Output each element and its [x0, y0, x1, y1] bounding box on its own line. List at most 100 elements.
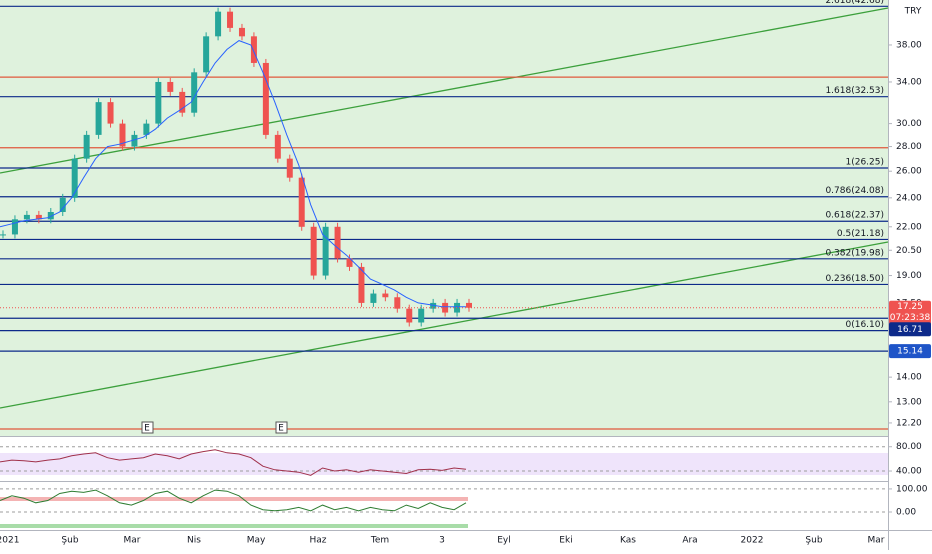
- x-tick-label: Nis: [187, 536, 201, 546]
- candle: [322, 226, 329, 276]
- candle: [346, 258, 353, 267]
- candle: [215, 11, 222, 37]
- x-tick-label: Mar: [868, 536, 885, 546]
- fib-label: 1(26.25): [845, 158, 884, 168]
- x-tick-label: Mar: [124, 536, 141, 546]
- y-tick-label: 40.00: [896, 467, 922, 477]
- last-price-badge: 17.25: [897, 302, 923, 312]
- fib-label: 0.236(18.50): [825, 274, 884, 284]
- badge-bg: [889, 300, 931, 325]
- candle: [155, 81, 162, 124]
- candle: [143, 123, 150, 135]
- event-marker: E: [144, 424, 150, 434]
- y-tick-label: 100.00: [896, 484, 928, 494]
- candle: [23, 214, 30, 220]
- candle: [0, 234, 6, 236]
- x-tick-label: Tem: [370, 536, 389, 546]
- currency-label: TRY: [904, 7, 922, 17]
- level-badge: 16.71: [897, 325, 923, 335]
- x-tick-label: 2021: [0, 536, 19, 546]
- price-pane: [0, 0, 888, 436]
- candle: [250, 36, 257, 63]
- y-tick-label: 28.00: [896, 142, 922, 152]
- y-tick-label: 22.00: [896, 222, 922, 232]
- candle: [203, 36, 210, 73]
- fib-label: 1.618(32.53): [825, 86, 884, 96]
- y-tick-label: 19.00: [896, 271, 922, 281]
- x-tick-label: 2022: [741, 536, 764, 546]
- y-tick-label: 24.00: [896, 193, 922, 203]
- fib-label: 0.382(19.98): [825, 248, 884, 258]
- stoch-upper-band: [0, 497, 468, 501]
- rsi-band: [0, 453, 888, 475]
- y-tick-label: 30.00: [896, 119, 922, 129]
- fib-label: 0.618(22.37): [825, 211, 884, 221]
- fib-label: 0.5(21.18): [837, 229, 884, 239]
- x-tick-label: Haz: [309, 536, 326, 546]
- candle: [466, 302, 472, 308]
- fib-label: 0(16.10): [845, 320, 884, 330]
- candle: [310, 226, 317, 276]
- candle: [454, 302, 461, 313]
- x-tick-label: May: [247, 536, 266, 546]
- trendline: [0, 7, 889, 174]
- fib-label: 2.618(42.68): [825, 0, 884, 6]
- stoch-lower-band: [0, 524, 468, 528]
- candle: [71, 158, 78, 198]
- y-tick-label: 14.00: [896, 373, 922, 383]
- candle: [334, 226, 341, 259]
- candle: [179, 91, 186, 113]
- level-badge-bg: [889, 344, 931, 359]
- candle: [370, 293, 377, 303]
- candle: [131, 134, 138, 147]
- event-marker-bg: [275, 421, 288, 434]
- candle: [11, 219, 18, 235]
- level-badge-bg: [889, 322, 931, 337]
- candle: [95, 102, 102, 135]
- candle: [119, 123, 126, 147]
- y-tick-label: 26.00: [896, 167, 922, 177]
- candle: [59, 197, 66, 212]
- candle: [394, 297, 401, 309]
- y-tick-label: 80.00: [896, 442, 922, 452]
- candle: [35, 214, 42, 220]
- candle: [107, 102, 114, 124]
- candle: [47, 211, 54, 220]
- y-tick-label: 20.50: [896, 246, 922, 256]
- x-tick-label: Ara: [682, 536, 697, 546]
- x-tick-label: Eyl: [497, 536, 511, 546]
- candle: [406, 308, 413, 323]
- candle: [382, 293, 389, 298]
- event-marker: E: [278, 424, 284, 434]
- x-tick-label: Kas: [620, 536, 636, 546]
- candle: [298, 177, 305, 227]
- candle: [286, 158, 293, 178]
- rsi-line: [0, 449, 467, 476]
- candle: [227, 11, 234, 28]
- y-tick-label: 34.00: [896, 77, 922, 87]
- y-tick-label: 38.00: [896, 40, 922, 50]
- moving-average: [0, 40, 466, 308]
- candle: [83, 134, 90, 159]
- candle: [274, 134, 281, 159]
- candle: [430, 302, 437, 309]
- x-tick-label: Şub: [61, 536, 78, 546]
- candle: [167, 81, 174, 92]
- trendline: [0, 241, 889, 409]
- y-tick-label: 12.20: [896, 418, 922, 428]
- candle: [262, 62, 269, 135]
- candle: [418, 308, 425, 323]
- level-badge: 15.14: [897, 347, 923, 357]
- x-tick-label: Şub: [805, 536, 822, 546]
- event-marker-bg: [141, 421, 154, 434]
- countdown-badge: 07:23:38: [890, 313, 931, 323]
- y-tick-label: 0.00: [896, 508, 916, 518]
- y-tick-label: 13.00: [896, 397, 922, 407]
- x-tick-label: 3: [439, 536, 445, 546]
- stoch-line: [0, 489, 467, 512]
- candle: [191, 72, 198, 113]
- candle: [358, 266, 365, 303]
- fib-label: 0.786(24.08): [825, 186, 884, 196]
- x-tick-label: Eki: [559, 536, 572, 546]
